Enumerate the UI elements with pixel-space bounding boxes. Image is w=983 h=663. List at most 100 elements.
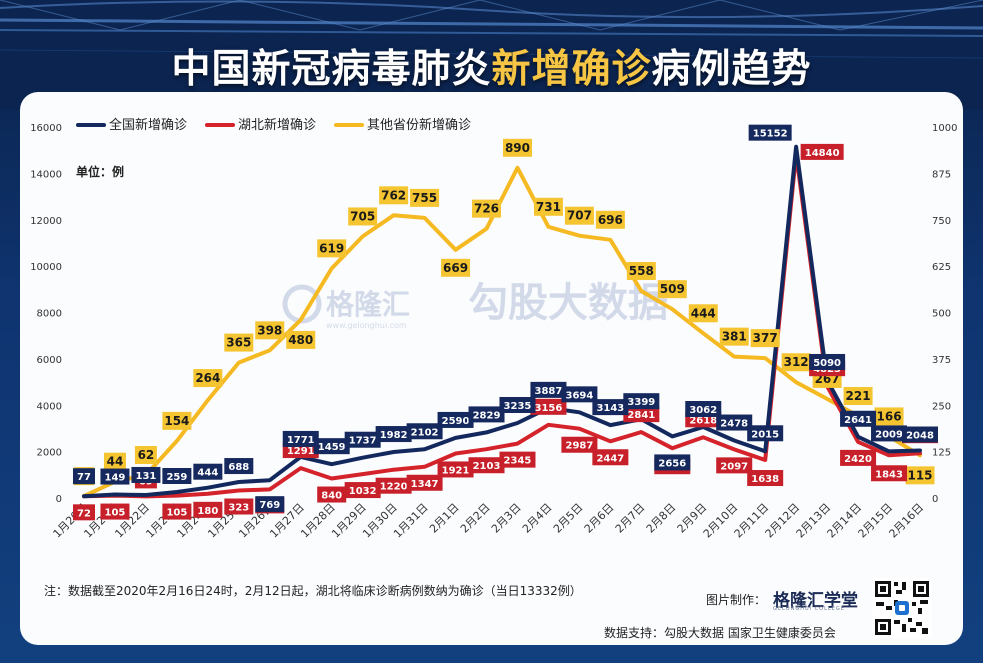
y-left-tick-label: 2000 xyxy=(37,448,62,459)
data-label: 2097 xyxy=(720,461,748,472)
y-right-tick-label: 125 xyxy=(932,448,951,459)
data-label-box xyxy=(193,463,223,480)
legend-label: 全国新增确诊 xyxy=(109,117,187,133)
data-label-box xyxy=(348,207,378,226)
data-label-box xyxy=(654,454,691,471)
data-label: 105 xyxy=(105,508,126,519)
data-label-box xyxy=(375,477,412,494)
data-label: 14840 xyxy=(805,148,840,159)
data-label: 3062 xyxy=(689,405,717,416)
data-label-box xyxy=(317,486,347,503)
data-label: 444 xyxy=(197,468,218,479)
data-label-box xyxy=(874,407,904,426)
data-label: 3887 xyxy=(535,386,563,397)
data-label: 3235 xyxy=(504,401,532,412)
data-label: 44 xyxy=(107,455,124,469)
data-label: 62 xyxy=(138,448,155,462)
data-label-box xyxy=(441,258,471,277)
watermark-brand: 格隆汇 xyxy=(326,288,410,321)
data-label: 2841 xyxy=(627,410,655,421)
data-label: 377 xyxy=(753,331,778,345)
data-label-box xyxy=(688,304,718,323)
data-label-box xyxy=(468,406,505,423)
data-label: 762 xyxy=(381,188,406,202)
footnote: 注：数据截至2020年2月16日24时，2月12日起，湖北将临床诊断病例数纳为确… xyxy=(44,584,582,598)
data-label-box xyxy=(131,466,161,483)
title-part2: 病例趋势 xyxy=(651,47,812,92)
data-label: 77 xyxy=(77,472,91,483)
y-right-tick-label: 875 xyxy=(932,169,951,180)
y-left-tick-label: 14000 xyxy=(30,169,62,180)
data-label: 2420 xyxy=(844,454,872,465)
data-label-box xyxy=(162,467,192,484)
data-label: 2641 xyxy=(844,415,872,426)
data-label: 755 xyxy=(412,191,437,205)
data-label-box xyxy=(410,188,440,207)
data-label: 558 xyxy=(629,264,654,278)
data-label: 2447 xyxy=(596,453,624,464)
data-label-box xyxy=(100,503,130,520)
y-left-tick-label: 12000 xyxy=(30,216,62,227)
data-label: 769 xyxy=(259,500,280,511)
x-tick-label: 1月31日 xyxy=(391,501,431,541)
data-label-box xyxy=(750,329,780,348)
data-label: 2103 xyxy=(473,461,501,472)
data-label: 2009 xyxy=(875,429,903,440)
data-label-box xyxy=(530,398,567,415)
y-left-tick-label: 6000 xyxy=(37,355,62,366)
data-label-box xyxy=(73,468,95,485)
data-label-box xyxy=(626,261,656,280)
data-label-box xyxy=(871,425,908,442)
data-label: 480 xyxy=(288,333,313,347)
data-label: 264 xyxy=(195,371,220,385)
data-label-box xyxy=(162,503,192,520)
title-highlight: 新增确诊 xyxy=(491,47,652,92)
data-label-box xyxy=(748,124,792,141)
data-label-box xyxy=(561,436,598,453)
data-label: 731 xyxy=(536,200,561,214)
data-label: 154 xyxy=(164,414,189,428)
data-label: 115 xyxy=(907,468,932,482)
data-label-box xyxy=(800,143,844,160)
data-label: 149 xyxy=(105,473,126,484)
data-label-box xyxy=(224,333,254,352)
data-label: 726 xyxy=(474,202,499,216)
data-label: 1459 xyxy=(318,442,346,453)
y-right-tick-label: 500 xyxy=(932,309,951,320)
data-label-box xyxy=(564,206,594,225)
data-label: 1638 xyxy=(751,474,779,485)
y-left-tick-label: 0 xyxy=(56,494,62,505)
data-label-box xyxy=(472,199,502,218)
y-right-tick-label: 0 xyxy=(932,494,938,505)
y-left-tick-label: 10000 xyxy=(30,262,62,273)
data-label: 3143 xyxy=(596,403,624,414)
data-label-box xyxy=(809,353,846,370)
data-label-box xyxy=(840,449,877,466)
data-label-box xyxy=(255,496,285,513)
data-label: 180 xyxy=(197,506,218,517)
data-label-box xyxy=(313,438,350,455)
data-label-box xyxy=(406,474,443,491)
data-label-box xyxy=(533,197,563,216)
data-label: 1737 xyxy=(349,436,377,447)
data-label-box xyxy=(379,186,409,205)
legend-label: 湖北新增确诊 xyxy=(238,117,316,133)
data-label: 166 xyxy=(877,409,902,423)
bridge-background xyxy=(0,0,983,110)
data-label: 444 xyxy=(691,306,716,320)
data-label: 259 xyxy=(166,472,187,483)
data-label: 3399 xyxy=(627,397,655,408)
watermark-partner: 勾股大数据 xyxy=(468,280,668,326)
data-label: 5090 xyxy=(813,358,841,369)
data-label-box xyxy=(871,465,908,482)
data-label: 2618 xyxy=(689,415,717,426)
data-label: 1220 xyxy=(380,482,408,493)
data-label-box xyxy=(282,430,319,447)
data-label: 2478 xyxy=(720,419,748,430)
data-label: 2345 xyxy=(504,456,532,467)
series-line-national xyxy=(82,144,922,499)
data-label-box xyxy=(499,451,536,468)
data-label: 3156 xyxy=(535,403,563,414)
data-label: 2048 xyxy=(906,431,934,442)
